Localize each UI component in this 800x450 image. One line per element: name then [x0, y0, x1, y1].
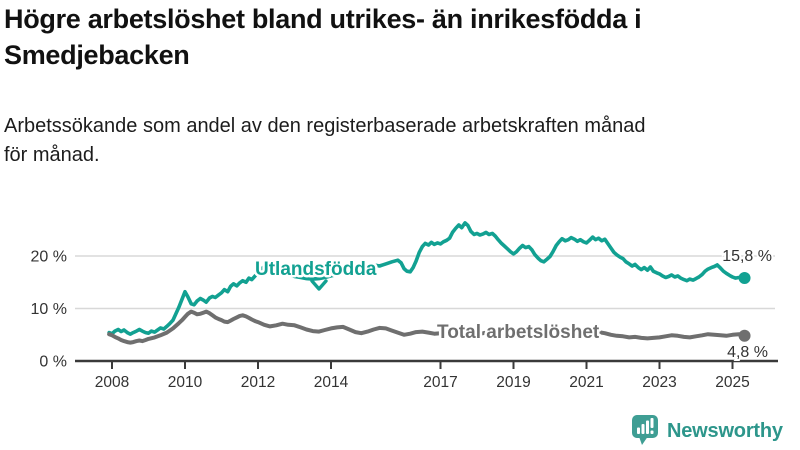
series-end-dot-0 [738, 272, 751, 285]
x-tick-label: 2023 [642, 374, 676, 391]
newsworthy-bar-chart-bubble-icon [632, 415, 658, 445]
x-tick-label: 2017 [423, 374, 457, 391]
x-tick-label: 2014 [314, 374, 349, 391]
series-end-dot-1 [738, 329, 751, 342]
series-label-1: Total arbetslöshet [437, 322, 600, 343]
label-pointer-caret [310, 279, 328, 291]
chart-subtitle: Arbetssökande som andel av den registerb… [4, 115, 646, 166]
unemployment-line-chart: 2008 2010 2012 2014 2017 2019 2021 2023 2025 0 % 1… [31, 221, 778, 391]
x-tick-label: 2008 [95, 374, 129, 391]
x-tick-label: 2010 [168, 374, 203, 391]
series-end-value-label-1: 4,8 % [727, 344, 768, 361]
y-tick-label: 10 % [31, 301, 67, 318]
newsworthy-wordmark: Newsworthy [667, 419, 783, 442]
x-tick-label: 2019 [496, 374, 530, 391]
series-line-1 [107, 309, 747, 345]
x-tick-label: 2012 [241, 374, 275, 391]
x-tick-label: 2025 [715, 374, 749, 391]
y-tick-label: 0 % [39, 354, 67, 371]
x-tick-label: 2021 [569, 374, 603, 391]
series-end-value-label-0: 15,8 % [722, 248, 772, 265]
y-tick-label: 20 % [31, 249, 67, 266]
series-line-0 [107, 221, 747, 336]
newsworthy-logo[interactable]: Newsworthy [630, 412, 798, 450]
chart-title: Högre arbetslöshet bland utrikes- än inr… [4, 4, 642, 70]
series-label-0: Utlandsfödda [255, 259, 377, 280]
